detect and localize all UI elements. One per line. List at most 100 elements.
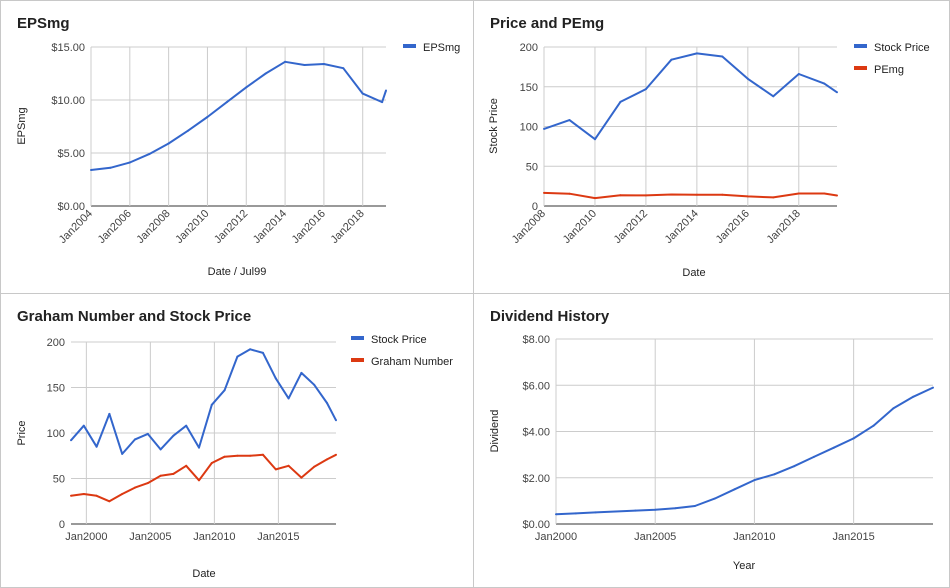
data-point	[670, 193, 673, 196]
data-point	[300, 371, 303, 374]
data-point	[322, 63, 325, 65]
data-point	[797, 192, 800, 195]
data-point	[773, 473, 776, 476]
data-point	[185, 424, 188, 427]
x-tick-label: Jan2006	[96, 208, 134, 246]
chart-dividend-history: Dividend History $0.00 $2.00 $4.00 $6.00 $8.0…	[489, 308, 934, 572]
data-point	[225, 101, 228, 104]
data-point	[594, 511, 597, 514]
y-tick-label: $4.00	[522, 427, 550, 439]
y-tick-label: 150	[520, 82, 538, 94]
data-point	[555, 513, 557, 516]
data-point	[912, 395, 915, 398]
x-tick-label: Jan2018	[328, 208, 366, 246]
data-point	[249, 348, 252, 351]
data-point	[167, 142, 170, 145]
data-point	[146, 482, 149, 485]
data-point	[543, 127, 545, 130]
x-tick-label: Jan2010	[561, 208, 599, 246]
y-tick-label: $2.00	[522, 473, 550, 485]
data-point	[198, 446, 200, 449]
series-line-epsmg	[90, 60, 387, 171]
data-point	[274, 377, 277, 380]
data-point	[313, 465, 316, 468]
y-tick-label: $10.00	[51, 95, 85, 107]
x-axis-label: Date	[192, 568, 215, 580]
chart-title: Price and PEmg	[490, 15, 604, 32]
data-point	[654, 508, 657, 511]
data-point	[872, 424, 875, 427]
data-point	[695, 193, 698, 196]
series-line-pemg	[543, 191, 838, 200]
data-point	[223, 389, 226, 392]
data-point	[753, 479, 756, 482]
data-point	[385, 89, 387, 92]
y-tick-label: 0	[59, 519, 65, 531]
data-point	[287, 397, 290, 400]
y-tick-label: 50	[53, 474, 65, 486]
y-axis-label: Price	[16, 420, 28, 445]
chart-price-pemg: Price and PEmg 0 50 100 150 200 Jan2008 Jan2010…	[488, 15, 930, 279]
data-point	[594, 197, 596, 200]
series-line-graham-number	[70, 453, 337, 503]
legend-swatch	[403, 44, 416, 48]
x-tick-label: Jan2000	[535, 531, 577, 543]
data-point	[82, 424, 85, 427]
data-point	[70, 439, 72, 442]
x-tick-label: Jan2010	[193, 531, 235, 543]
data-point	[121, 493, 124, 495]
data-point	[70, 494, 72, 497]
data-point	[852, 437, 855, 440]
data-point	[264, 72, 267, 75]
data-point	[594, 138, 596, 141]
data-point	[381, 101, 384, 104]
data-point	[245, 86, 248, 89]
data-point	[249, 454, 252, 457]
series-line-dividend	[555, 386, 934, 516]
data-point	[695, 52, 698, 55]
chart-panel-epsmg: EPSmg $0.00 $5.00 $10.00 $15.00 Jan2004 Jan200…	[0, 0, 474, 294]
data-point	[361, 92, 364, 95]
series-line-stock-price	[70, 348, 337, 455]
x-tick-label: Jan2005	[634, 531, 676, 543]
data-point	[134, 486, 136, 489]
chart-title: Dividend History	[490, 308, 610, 325]
chart-panel-graham: Graham Number and Stock Price 0 50 100 150 20…	[0, 293, 474, 588]
y-tick-label: $0.00	[522, 519, 550, 531]
data-point	[614, 510, 617, 513]
data-point	[721, 193, 724, 196]
data-point	[693, 505, 696, 507]
legend-label: Stock Price	[371, 334, 427, 346]
x-tick-label: Jan2018	[765, 208, 803, 246]
data-point	[326, 458, 328, 461]
y-axis-label: Stock Price	[488, 98, 500, 154]
data-point	[574, 512, 577, 515]
x-tick-label: Jan2016	[290, 208, 328, 246]
y-axis-label: Dividend	[489, 410, 501, 453]
data-point	[772, 196, 775, 199]
data-point	[568, 192, 571, 195]
y-tick-label: 100	[520, 122, 538, 134]
data-point	[335, 453, 337, 456]
chart-graham-number: Graham Number and Stock Price 0 50 100 150 20…	[16, 308, 453, 580]
x-tick-label: Jan2008	[510, 208, 548, 246]
x-tick-label: Jan2014	[663, 208, 701, 246]
x-tick-label: Jan2008	[134, 208, 172, 246]
data-point	[287, 464, 290, 467]
x-tick-label: Jan2004	[57, 208, 95, 246]
data-point	[223, 455, 226, 458]
y-tick-label: $0.00	[57, 201, 85, 213]
y-tick-label: $15.00	[51, 42, 85, 54]
y-tick-label: 150	[47, 383, 65, 395]
x-tick-label: Jan2012	[212, 208, 250, 246]
data-point	[159, 474, 162, 477]
x-tick-label: Jan2016	[714, 208, 752, 246]
data-point	[823, 192, 826, 195]
data-point	[284, 60, 287, 63]
data-point	[326, 402, 328, 404]
data-point	[733, 488, 736, 491]
x-tick-label: Jan2010	[733, 531, 775, 543]
data-point	[108, 500, 111, 503]
data-point	[206, 116, 209, 118]
